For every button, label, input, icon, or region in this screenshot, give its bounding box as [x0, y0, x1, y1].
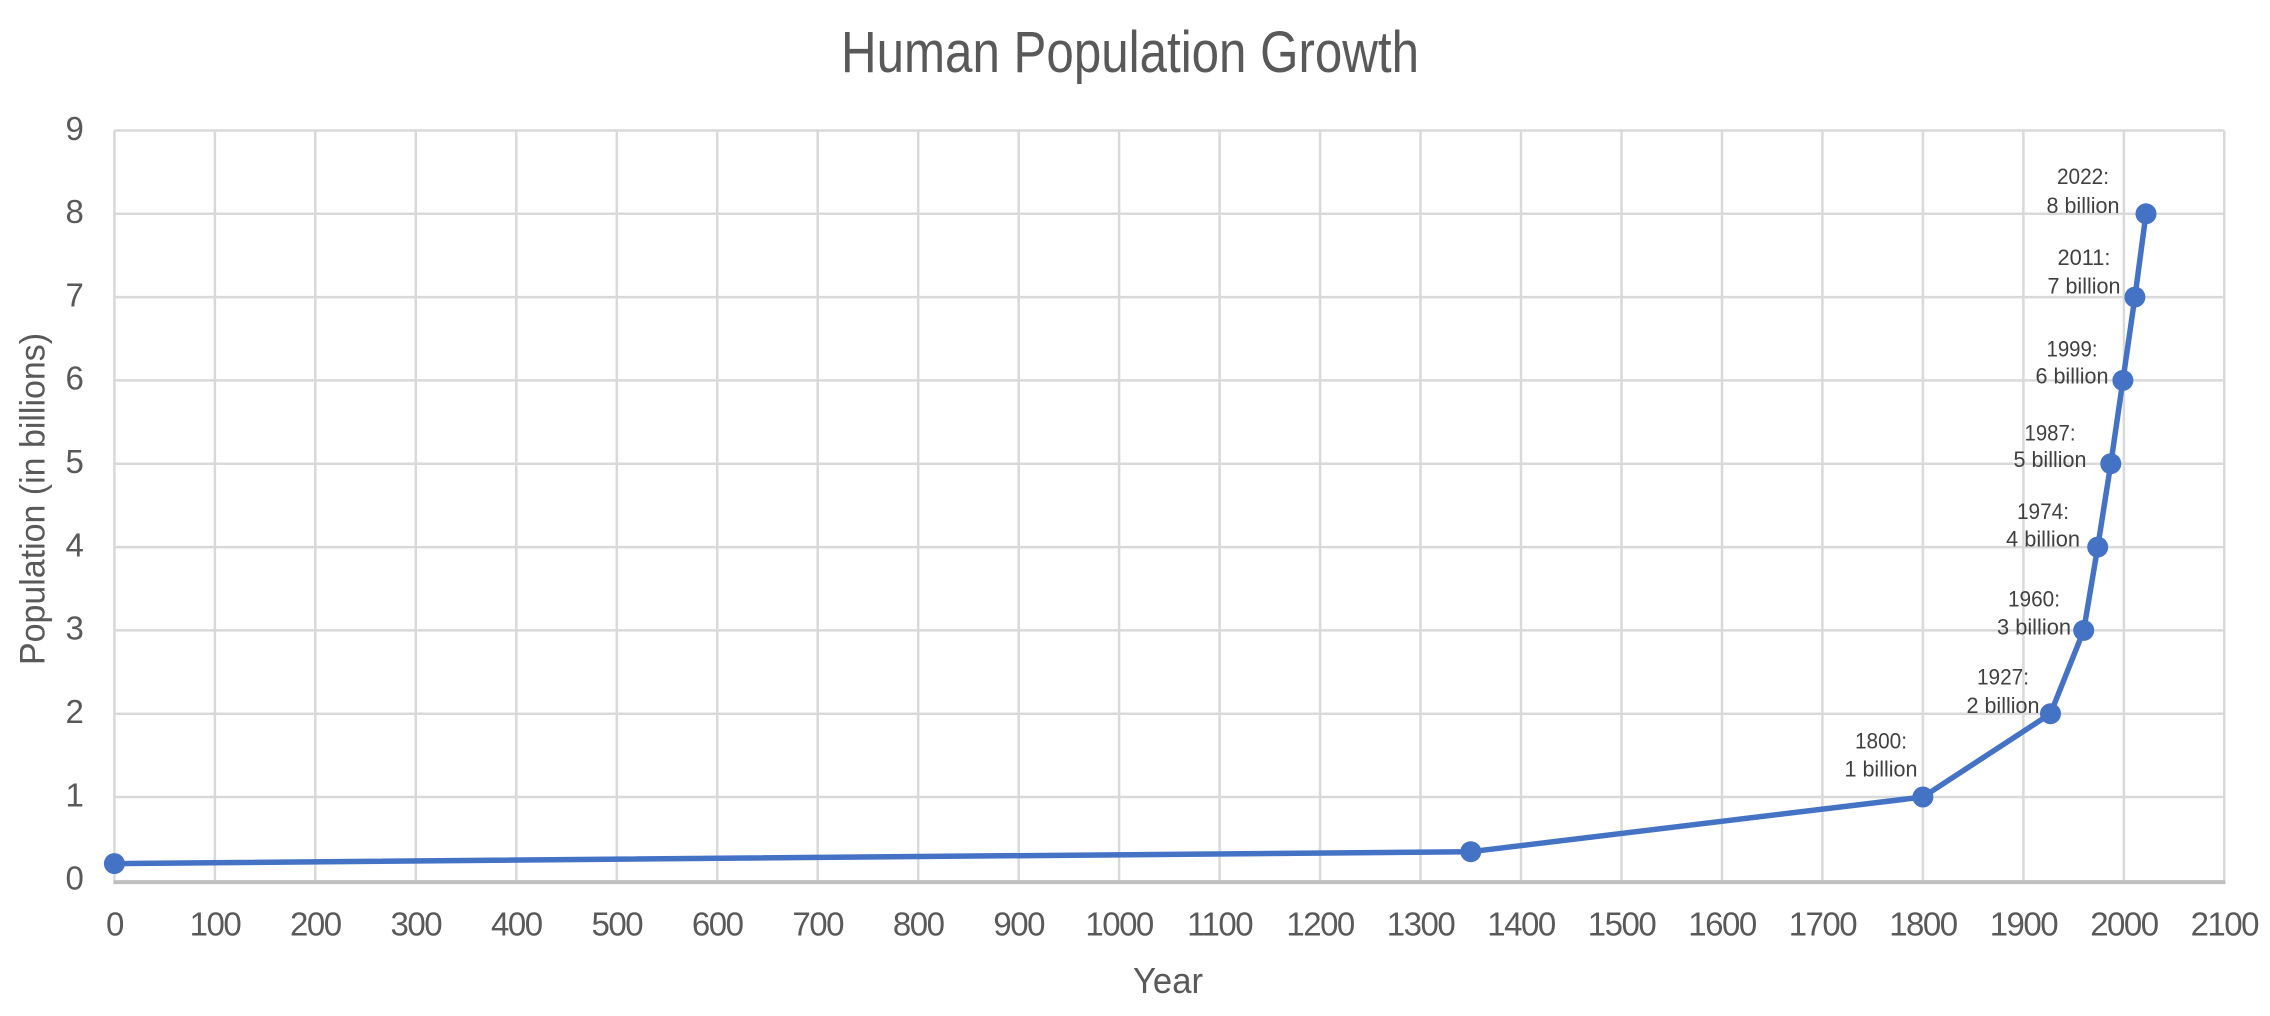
- svg-text:1987:: 1987:: [2025, 420, 2076, 445]
- svg-text:1200: 1200: [1286, 906, 1355, 943]
- svg-text:2: 2: [65, 693, 83, 730]
- svg-text:1300: 1300: [1387, 906, 1456, 943]
- svg-text:1960:: 1960:: [2008, 587, 2060, 612]
- svg-text:8: 8: [65, 193, 83, 230]
- svg-text:300: 300: [391, 906, 443, 943]
- svg-text:800: 800: [893, 906, 945, 943]
- svg-text:900: 900: [993, 906, 1045, 943]
- svg-text:7: 7: [65, 276, 83, 313]
- svg-text:0: 0: [106, 906, 124, 943]
- svg-text:1500: 1500: [1588, 906, 1657, 943]
- svg-text:1000: 1000: [1085, 906, 1154, 943]
- svg-text:2011:: 2011:: [2058, 245, 2111, 270]
- svg-text:6: 6: [65, 360, 83, 397]
- svg-text:6 billion: 6 billion: [2036, 364, 2109, 389]
- svg-text:700: 700: [792, 906, 844, 943]
- svg-text:Population (in billions): Population (in billions): [14, 333, 53, 665]
- svg-text:1800:: 1800:: [1855, 729, 1907, 754]
- svg-text:100: 100: [190, 906, 242, 943]
- svg-text:1974:: 1974:: [2017, 499, 2069, 524]
- svg-text:2 billion: 2 billion: [1967, 693, 2040, 718]
- svg-text:1900: 1900: [1990, 906, 2059, 943]
- svg-text:7 billion: 7 billion: [2048, 274, 2121, 299]
- svg-text:200: 200: [290, 906, 342, 943]
- svg-text:1 billion: 1 billion: [1845, 757, 1918, 782]
- svg-text:1400: 1400: [1487, 906, 1556, 943]
- svg-text:1999:: 1999:: [2047, 336, 2098, 361]
- svg-text:1100: 1100: [1187, 906, 1253, 943]
- svg-text:1: 1: [65, 776, 83, 813]
- svg-text:Human Population Growth: Human Population Growth: [841, 20, 1419, 85]
- svg-text:3: 3: [65, 610, 83, 647]
- svg-text:400: 400: [491, 906, 543, 943]
- svg-text:0: 0: [65, 860, 83, 897]
- svg-text:3 billion: 3 billion: [1997, 614, 2071, 639]
- svg-text:2100: 2100: [2191, 906, 2260, 943]
- svg-text:4 billion: 4 billion: [2006, 527, 2080, 552]
- svg-text:Year: Year: [1133, 960, 1203, 1001]
- svg-text:1927:: 1927:: [1977, 665, 2029, 690]
- svg-text:2000: 2000: [2090, 906, 2159, 943]
- svg-text:600: 600: [692, 906, 744, 943]
- svg-text:500: 500: [592, 906, 644, 943]
- svg-text:4: 4: [65, 526, 83, 563]
- svg-text:5 billion: 5 billion: [2014, 447, 2087, 472]
- svg-text:9: 9: [65, 110, 83, 147]
- svg-text:2022:: 2022:: [2057, 164, 2109, 189]
- svg-text:5: 5: [65, 443, 83, 480]
- svg-text:1700: 1700: [1789, 906, 1858, 943]
- svg-text:8 billion: 8 billion: [2047, 193, 2120, 218]
- svg-text:1600: 1600: [1688, 906, 1757, 943]
- svg-text:1800: 1800: [1889, 906, 1958, 943]
